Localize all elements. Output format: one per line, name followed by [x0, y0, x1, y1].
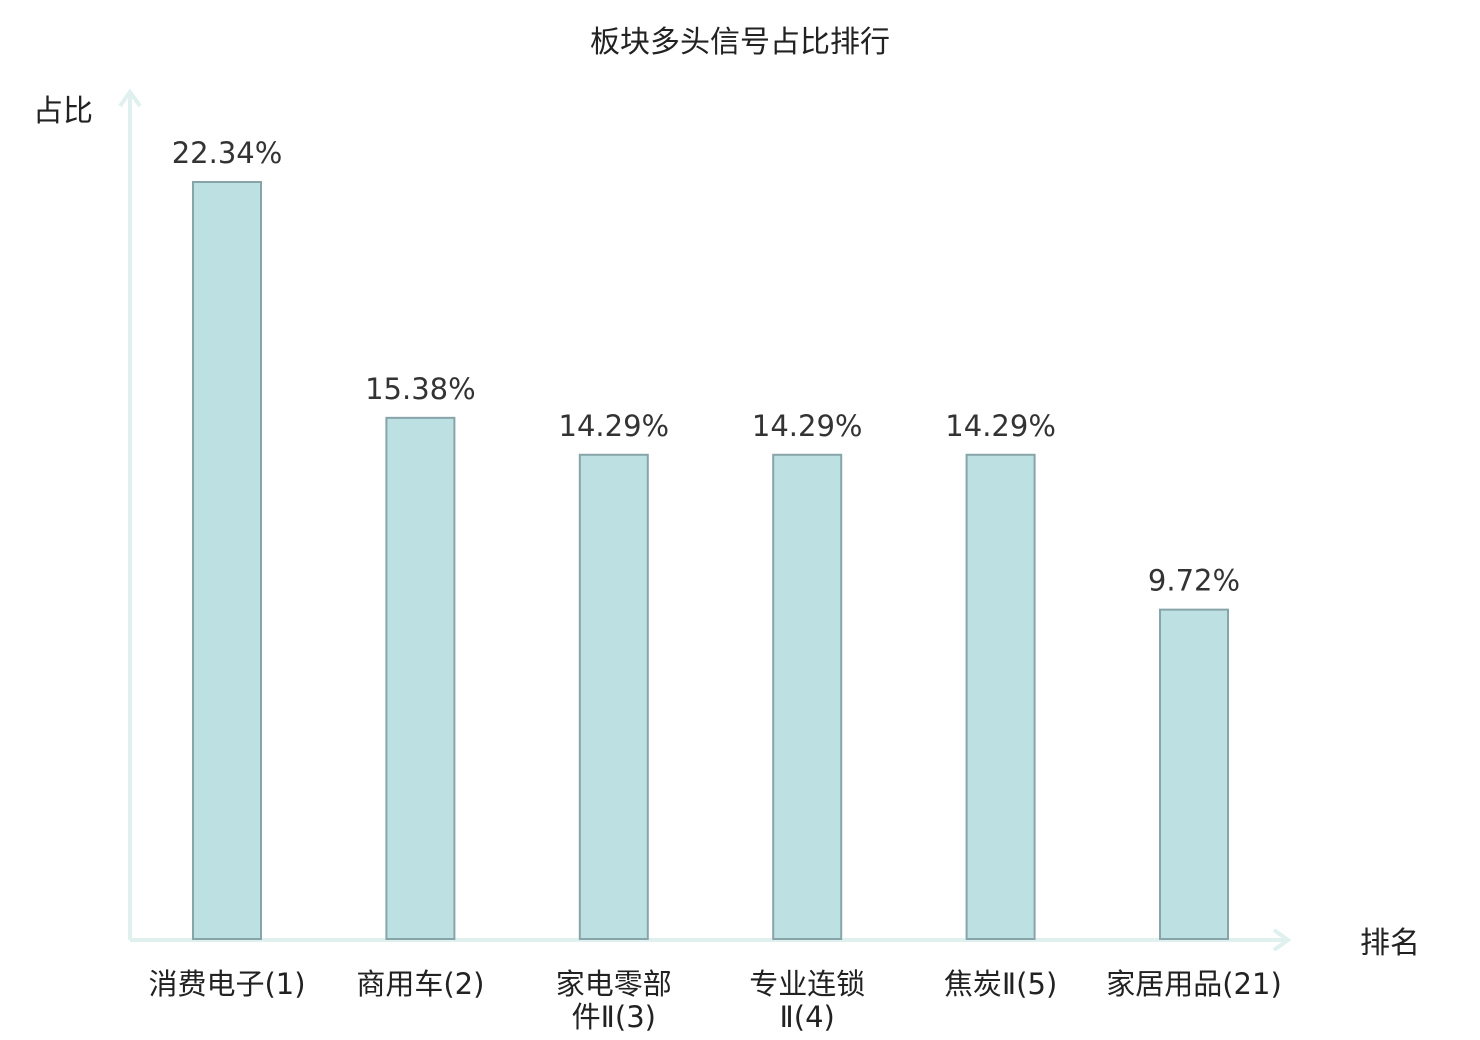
category-label-1: 消费电子(1): [148, 967, 305, 1001]
category-label-5: 焦炭Ⅱ(5): [944, 967, 1057, 1001]
bars-group: [192, 181, 1229, 941]
category-label-3: 家电零部件Ⅱ(3): [556, 967, 672, 1034]
bar-3: [578, 453, 649, 940]
category-label-4: 专业连锁 Ⅱ(4): [749, 967, 865, 1034]
x-axis-arrow: [1272, 928, 1292, 952]
value-label-6: 9.72%: [1148, 564, 1240, 598]
value-label-1: 22.34%: [172, 136, 283, 170]
value-labels-group: 22.34% 15.38% 14.29% 14.29% 14.29% 9.72%: [172, 136, 1240, 598]
value-label-2: 15.38%: [365, 372, 476, 406]
category-labels-group: 消费电子(1) 商用车(2) 家电零部件Ⅱ(3) 专业连锁 Ⅱ(4) 焦炭Ⅱ(5) 家居用品…: [148, 967, 1281, 1034]
y-axis-arrow: [118, 88, 142, 108]
value-label-3: 14.29%: [559, 409, 670, 443]
value-label-4: 14.29%: [752, 409, 863, 443]
x-axis-label: 排名: [1360, 926, 1420, 961]
value-label-5: 14.29%: [945, 409, 1056, 443]
bar-4: [772, 453, 843, 940]
axes: [118, 88, 1292, 952]
bar-2: [385, 416, 456, 941]
y-axis-label: 占比: [33, 94, 93, 129]
bar-5: [965, 453, 1036, 940]
chart-title: 板块多头信号占比排行: [590, 25, 890, 60]
category-label-6: 家居用品(21): [1106, 967, 1282, 1001]
category-label-2: 商用车(2): [356, 967, 484, 1001]
bar-6: [1159, 608, 1229, 940]
bar-1: [192, 181, 262, 940]
